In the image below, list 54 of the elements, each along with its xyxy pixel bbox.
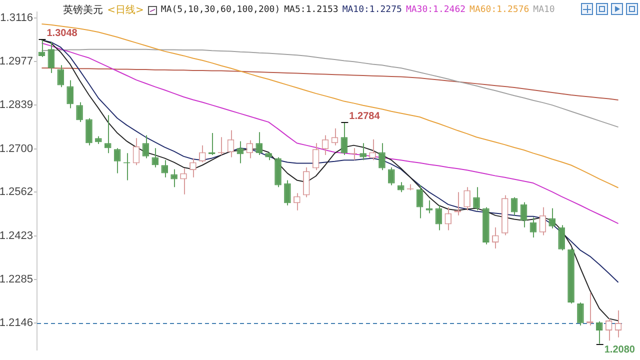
y-tick-label: 1.2562 xyxy=(0,186,33,198)
candlestick xyxy=(38,38,46,58)
text: MA10 xyxy=(533,5,555,15)
candlestick xyxy=(340,122,348,156)
candlestick xyxy=(530,216,537,238)
candlestick xyxy=(76,102,83,123)
candlestick xyxy=(369,138,376,161)
candlestick xyxy=(510,196,518,216)
annotation: MA(5,10,30,60,100,200) xyxy=(160,5,280,15)
candlestick xyxy=(180,168,187,195)
annotation: 1.3048 xyxy=(46,28,78,40)
annotation: 1.2784 xyxy=(349,111,380,122)
text: MA30:1.2462 xyxy=(406,5,466,15)
candlestick xyxy=(114,148,121,174)
y-tick-label: 1.2423 xyxy=(0,230,33,242)
y-tick-label: 1.2146 xyxy=(0,316,33,329)
candlestick xyxy=(577,302,584,326)
candlestick xyxy=(57,64,64,88)
candlestick xyxy=(302,166,310,198)
y-tick-label: 1.2977 xyxy=(0,56,33,68)
candlestick xyxy=(426,200,433,214)
candlestick xyxy=(152,148,159,168)
candlestick xyxy=(48,41,55,74)
chart-subtitle: <日线> xyxy=(107,4,144,17)
candlestick xyxy=(284,180,291,206)
candlestick xyxy=(170,168,178,188)
text: MA10:1.2275 xyxy=(342,5,402,15)
candlestick xyxy=(360,142,366,161)
candlestick xyxy=(66,80,74,109)
candlestick xyxy=(236,140,244,164)
text: MA60:1.2576 xyxy=(470,5,530,15)
candlestick xyxy=(397,182,404,193)
candlestick xyxy=(104,114,112,154)
candlestick xyxy=(86,118,92,146)
text: MA5:1.2153 xyxy=(284,5,338,15)
y-tick-label: 1.2839 xyxy=(0,99,33,112)
candlestick xyxy=(464,186,470,211)
candlestick xyxy=(331,128,338,146)
y-tick-label: 1.2700 xyxy=(0,142,33,155)
candlestick xyxy=(558,224,565,251)
candlestick xyxy=(388,166,395,186)
candlestick xyxy=(312,142,320,171)
y-tick-label: 1.2285 xyxy=(0,273,33,286)
candlestick xyxy=(142,134,150,159)
candlestick xyxy=(227,130,234,158)
candlestick xyxy=(416,184,424,219)
candlestick xyxy=(539,206,546,236)
annotation: 1.2080 xyxy=(604,344,636,356)
candlestick xyxy=(132,138,140,166)
chart-title: 英镑美元 xyxy=(63,4,104,17)
candlestick xyxy=(378,142,386,171)
candlestick xyxy=(435,204,442,231)
y-tick-label: 1.3116 xyxy=(0,12,33,24)
candlestick xyxy=(520,202,528,228)
